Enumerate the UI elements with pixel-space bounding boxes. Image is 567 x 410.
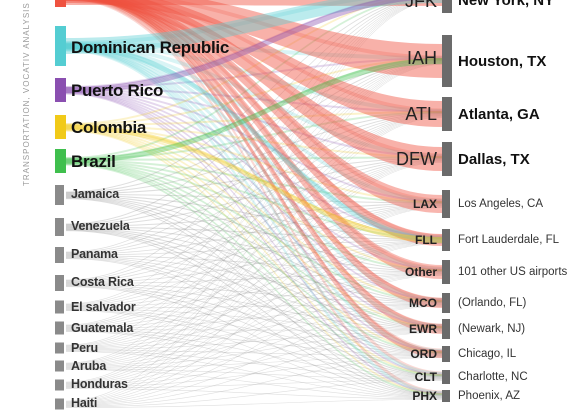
- origin-node-bar: [55, 379, 64, 391]
- dest-code-iah: IAH: [406, 48, 437, 68]
- dest-code-phx: PHX: [412, 389, 437, 403]
- flow-ribbon: [155, 0, 442, 60]
- destination-node-bar: [442, 35, 452, 87]
- origin-node-bar: [55, 218, 64, 236]
- origin-label-dominican-republic: Dominican Republic: [71, 38, 230, 57]
- destination-node-bar: [442, 346, 450, 362]
- destination-node-bar: [442, 97, 452, 131]
- dest-city-new-york: New York, NY: [458, 0, 555, 9]
- dest-city-fort-lauderdale: Fort Lauderdale, FL: [458, 234, 560, 246]
- flow-ribbon-major: [66, 0, 442, 78]
- destination-node-bar: [442, 293, 450, 313]
- dest-city-los-angeles: Los Angeles, CA: [458, 198, 544, 210]
- origin-node-bar: [55, 342, 64, 354]
- dest-code-clt: CLT: [414, 370, 437, 384]
- origin-node-bar: [55, 321, 64, 335]
- origin-label-honduras: Honduras: [71, 377, 128, 391]
- flow-ribbon-major: [93, 0, 442, 358]
- dest-code-fll: FLL: [415, 233, 437, 247]
- origin-label-guatemala: Guatemala: [71, 321, 134, 335]
- dest-code-ord: ORD: [410, 347, 437, 361]
- origin-label-peru: Peru: [71, 341, 98, 355]
- dest-code-jfk: JFK: [404, 0, 437, 11]
- dest-code-dfw: DFW: [396, 149, 437, 169]
- flow-ribbon-major: [66, 0, 442, 127]
- flow-ribbon-major: [93, 0, 442, 308]
- flow-ribbon-major: [66, 0, 442, 6]
- origin-node-bar: [55, 149, 66, 173]
- origin-label-aruba: Aruba: [71, 359, 107, 373]
- flow-ribbon: [97, 0, 442, 271]
- dest-city-orlando: (Orlando, FL): [458, 297, 527, 309]
- origin-label-jamaica: Jamaica: [71, 187, 119, 201]
- dest-code-ewr: EWR: [409, 322, 437, 336]
- origin-label-brazil: Brazil: [71, 152, 116, 171]
- flow-ribbon: [66, 87, 442, 113]
- destination-node-bar: [442, 319, 450, 339]
- dest-city-chicago: Chicago, IL: [458, 348, 517, 360]
- flow-ribbon: [66, 111, 442, 127]
- dest-city-atlanta: Atlanta, GA: [458, 106, 540, 123]
- origin-node-bar: [55, 398, 64, 410]
- origin-label-puerto-rico: Puerto Rico: [71, 81, 164, 100]
- flow-ribbon: [66, 41, 442, 60]
- destination-node-bar: [442, 370, 450, 384]
- origin-node-bar: [55, 78, 66, 102]
- origin-label-panama: Panama: [71, 247, 118, 261]
- origin-node-bar: [55, 26, 66, 66]
- flow-ribbon: [66, 0, 367, 45]
- dest-code-atl: ATL: [405, 104, 437, 124]
- origin-label-el-salvador: El salvador: [71, 300, 136, 314]
- destination-node-bar: [442, 0, 452, 13]
- flow-ribbon-major: [66, 0, 442, 171]
- origin-node-bar: [55, 300, 64, 314]
- dest-city-newark: (Newark, NJ): [458, 323, 526, 335]
- origin-node-bar: [55, 247, 64, 263]
- destination-node-bar: [442, 190, 450, 218]
- flow-ribbon-major: [66, 0, 442, 54]
- destination-node-bar: [442, 229, 450, 251]
- flow-ribbon: [66, 303, 442, 309]
- origin-node-bar: [55, 360, 64, 372]
- destination-node-bar: [442, 260, 450, 284]
- origin-label-haiti: Haiti: [71, 396, 98, 410]
- flow-ribbon: [66, 329, 442, 331]
- dest-city-houston: Houston, TX: [458, 53, 547, 70]
- origin-node-bar: [55, 275, 64, 291]
- flow-ribbon: [92, 0, 442, 302]
- flow-ribbon-major: [85, 0, 442, 213]
- origin-node-bar: [55, 115, 66, 139]
- origin-node-bar: [55, 0, 66, 7]
- source-credit: TRANSPORTATION, VOCATIV ANALYSIS: [22, 2, 31, 186]
- flow-ribbon-major: [92, 0, 442, 334]
- origin-label-colombia: Colombia: [71, 118, 147, 137]
- dest-code-other: Other: [404, 265, 437, 279]
- origin-node-bar: [55, 185, 64, 205]
- flow-ribbon: [66, 0, 396, 125]
- origin-label-costa-rica: Costa Rica: [71, 275, 134, 289]
- dest-code-mco: MCO: [409, 296, 437, 310]
- dest-city-dallas: Dallas, TX: [458, 151, 530, 168]
- flow-ribbon: [66, 193, 442, 204]
- flow-ribbon: [66, 350, 442, 357]
- flow-ribbon: [66, 156, 442, 161]
- flow-ribbon: [66, 399, 442, 408]
- origin-label-venezuela: Venezuela: [71, 219, 130, 233]
- dest-city-phoenix: Phoenix, AZ: [458, 390, 521, 402]
- dest-city-other-airports: 101 other US airports: [458, 266, 567, 278]
- dest-code-lax: LAX: [413, 197, 437, 211]
- destination-node-bar: [442, 142, 452, 176]
- dest-city-charlotte: Charlotte, NC: [458, 371, 528, 383]
- destination-node-bar: [442, 390, 450, 402]
